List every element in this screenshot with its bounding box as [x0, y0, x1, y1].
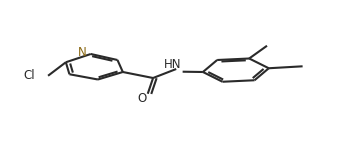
- Text: HN: HN: [164, 58, 182, 71]
- Text: N: N: [78, 46, 86, 59]
- Text: O: O: [138, 92, 147, 105]
- Text: Cl: Cl: [23, 69, 35, 82]
